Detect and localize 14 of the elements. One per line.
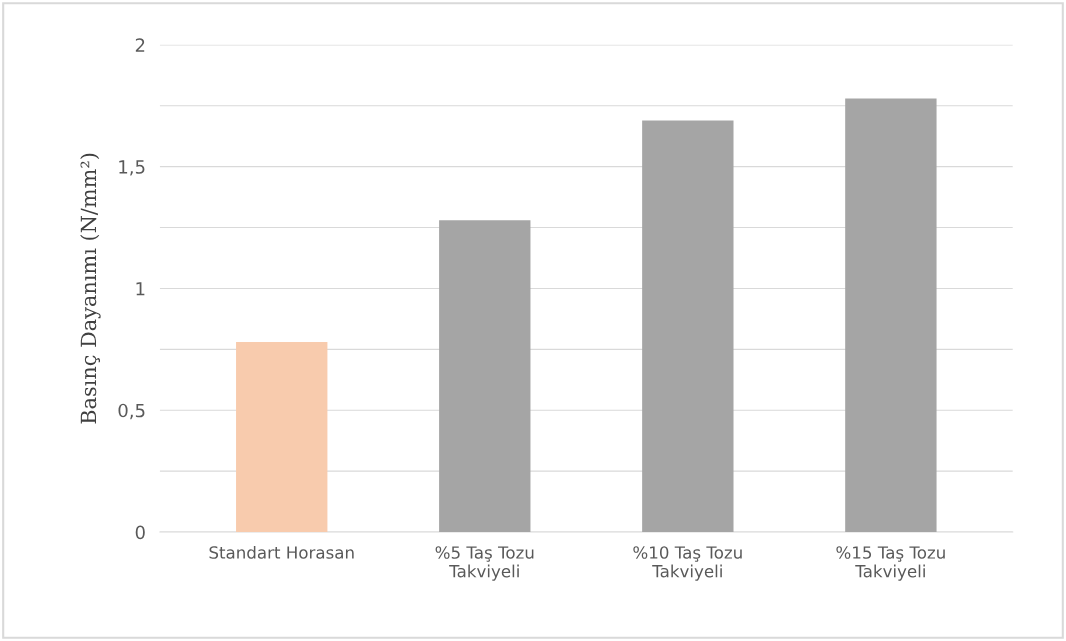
- y-tick-label: 1,5: [119, 160, 145, 176]
- bar: [845, 98, 937, 533]
- x-tick-label: %5 Taş Tozu Takviyeli: [435, 546, 534, 581]
- bar: [642, 120, 734, 533]
- bar: [236, 342, 328, 533]
- y-tick-label: 0: [135, 525, 145, 540]
- y-tick-label: 2: [135, 38, 145, 52]
- bar: [439, 220, 531, 533]
- y-tick-label: 1: [136, 282, 145, 296]
- x-tick-label: %15 Taş Tozu Takviyeli: [836, 546, 945, 581]
- x-tick-label: Standart Horasan: [209, 545, 354, 559]
- x-tick-label: %10 Taş Tozu Takviyeli: [633, 546, 742, 581]
- y-axis-title: Basınç Dayanımı (N/mm²): [80, 153, 101, 424]
- y-tick-label: 0,5: [118, 403, 145, 420]
